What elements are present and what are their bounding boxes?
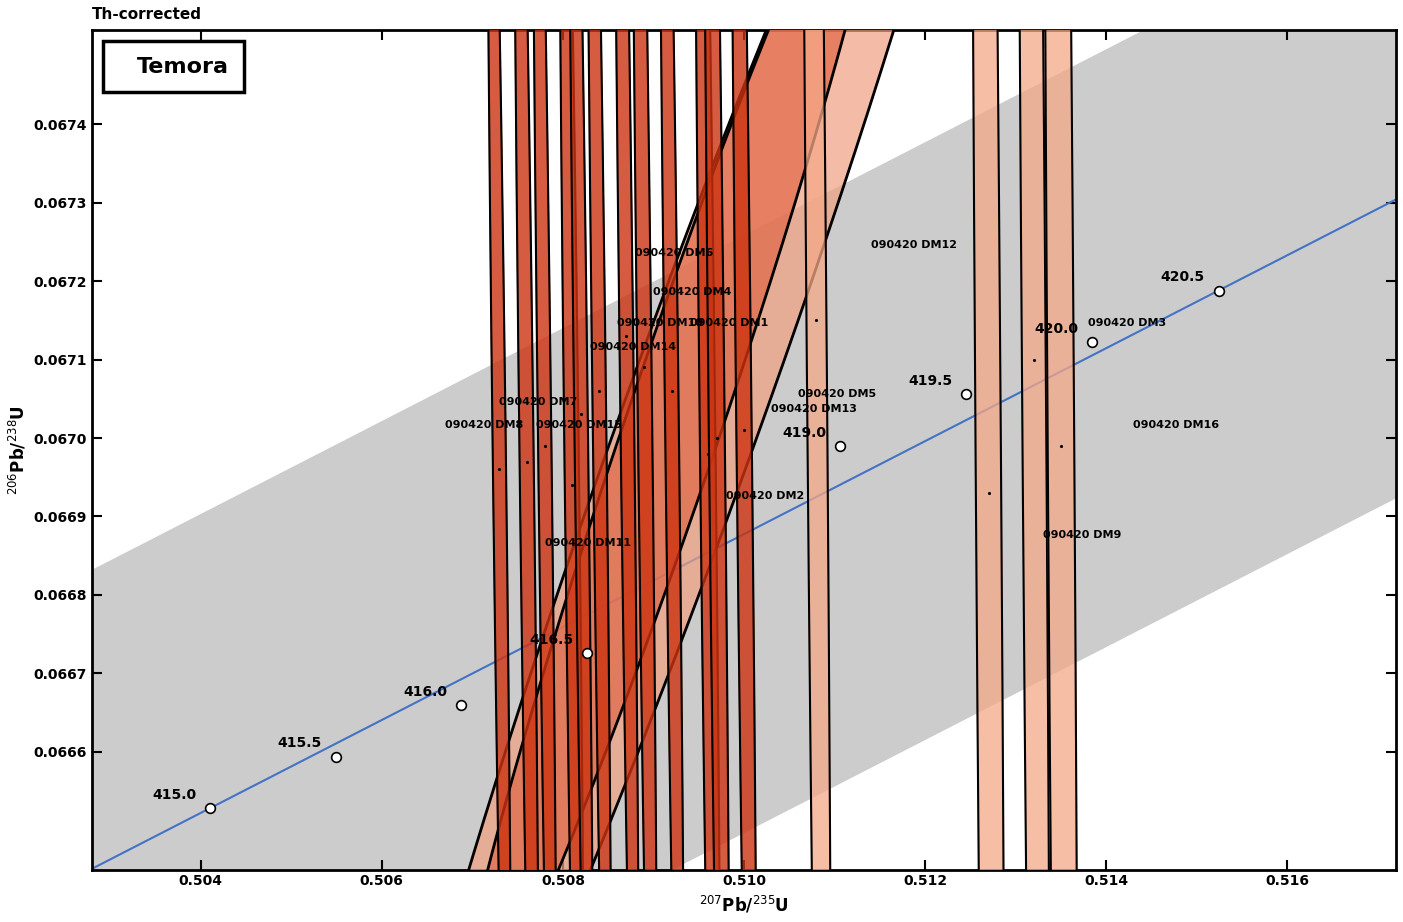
Y-axis label: $^{206}$Pb/$^{238}$U: $^{206}$Pb/$^{238}$U	[7, 405, 28, 495]
Text: 420.0: 420.0	[1034, 322, 1078, 336]
Polygon shape	[703, 0, 731, 922]
Polygon shape	[613, 0, 640, 922]
Text: 090420 DM16: 090420 DM16	[1134, 420, 1219, 431]
Text: 090420 DM7: 090420 DM7	[499, 396, 578, 407]
Polygon shape	[456, 0, 887, 922]
Legend: Temora: Temora	[102, 41, 244, 92]
X-axis label: $^{207}$Pb/$^{235}$U: $^{207}$Pb/$^{235}$U	[699, 894, 788, 915]
Text: 419.0: 419.0	[783, 426, 826, 440]
Text: 419.5: 419.5	[908, 373, 953, 388]
Polygon shape	[568, 0, 593, 922]
Polygon shape	[487, 0, 512, 922]
Text: 090420 DM2: 090420 DM2	[725, 491, 804, 501]
Polygon shape	[694, 0, 721, 922]
Text: 420.5: 420.5	[1160, 270, 1205, 284]
Text: 090420 DM10: 090420 DM10	[617, 318, 703, 328]
Text: 415.0: 415.0	[152, 788, 196, 802]
Polygon shape	[386, 0, 993, 922]
Polygon shape	[532, 0, 557, 922]
Polygon shape	[1042, 0, 1079, 922]
Polygon shape	[730, 0, 758, 922]
Text: 090420 DM9: 090420 DM9	[1042, 530, 1121, 540]
Text: 090420 DM5: 090420 DM5	[798, 389, 877, 399]
Polygon shape	[801, 0, 832, 922]
Text: 090420 DM3: 090420 DM3	[1089, 318, 1166, 328]
Text: 090420 DM4: 090420 DM4	[654, 287, 732, 297]
Text: 090420 DM13: 090420 DM13	[772, 405, 857, 415]
Polygon shape	[658, 0, 685, 922]
Text: 415.5: 415.5	[278, 737, 323, 751]
Text: 090420 DM8: 090420 DM8	[445, 420, 523, 431]
Polygon shape	[586, 0, 612, 922]
Text: 416.5: 416.5	[529, 632, 574, 646]
Text: Th-corrected: Th-corrected	[93, 7, 202, 22]
Polygon shape	[631, 0, 658, 922]
Text: 090420 DM14: 090420 DM14	[591, 342, 676, 351]
Text: 416.0: 416.0	[404, 684, 448, 699]
Text: 090420 DM11: 090420 DM11	[544, 538, 631, 548]
Text: 090420 DM15: 090420 DM15	[536, 420, 622, 431]
Polygon shape	[1017, 0, 1051, 922]
Text: 090420 DM12: 090420 DM12	[871, 240, 957, 250]
Text: 090420 DM1: 090420 DM1	[690, 318, 767, 328]
Polygon shape	[513, 0, 540, 922]
Text: 090420 DM6: 090420 DM6	[636, 248, 714, 257]
Polygon shape	[971, 0, 1006, 922]
Polygon shape	[558, 0, 585, 922]
